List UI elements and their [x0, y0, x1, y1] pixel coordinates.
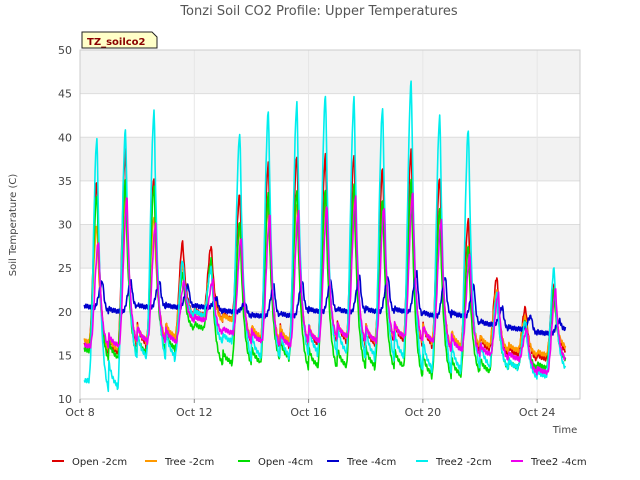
x-tick-label: Oct 20: [405, 406, 442, 419]
y-tick-label: 35: [58, 175, 72, 188]
legend-label-1: Tree -2cm: [164, 457, 214, 468]
x-tick-label: Oct 24: [519, 406, 556, 419]
y-tick-label: 50: [58, 44, 72, 57]
series-line-3: [83, 269, 567, 337]
plot-band: [80, 137, 580, 181]
plot-band: [80, 50, 580, 94]
series-line-2: [83, 178, 567, 380]
y-tick-label: 45: [58, 88, 72, 101]
chart-title: Tonzi Soil CO2 Profile: Upper Temperatur…: [179, 4, 458, 19]
series-line-5: [84, 192, 566, 376]
site-badge: TZ_soilco2: [81, 31, 158, 49]
x-axis-label: Time: [552, 425, 577, 436]
badge-box: [81, 31, 158, 49]
y-tick-label: 10: [58, 393, 72, 406]
x-tick-label: Oct 16: [290, 406, 327, 419]
legend-label-5: Tree2 -4cm: [530, 457, 587, 468]
y-axis-label: Soil Temperature (C): [8, 174, 19, 277]
y-tick-label: 25: [58, 262, 72, 275]
y-tick-label: 20: [58, 306, 72, 319]
series-line-4: [83, 80, 567, 393]
y-tick-label: 40: [58, 131, 72, 144]
badge-label: TZ_soilco2: [87, 37, 146, 48]
y-tick-label: 30: [58, 219, 72, 232]
legend-label-4: Tree2 -2cm: [435, 457, 492, 468]
legend-label-2: Open -4cm: [258, 457, 313, 468]
legend: Open -2cm Tree -2cm Open -4cm Tree -4cm Tree…: [52, 457, 587, 468]
legend-label-0: Open -2cm: [72, 457, 127, 468]
x-tick-label: Oct 12: [176, 406, 213, 419]
plot-frame: [79, 49, 581, 400]
x-tick-label: Oct 8: [65, 406, 95, 419]
y-tick-label: 15: [58, 349, 72, 362]
legend-label-3: Tree -4cm: [346, 457, 396, 468]
